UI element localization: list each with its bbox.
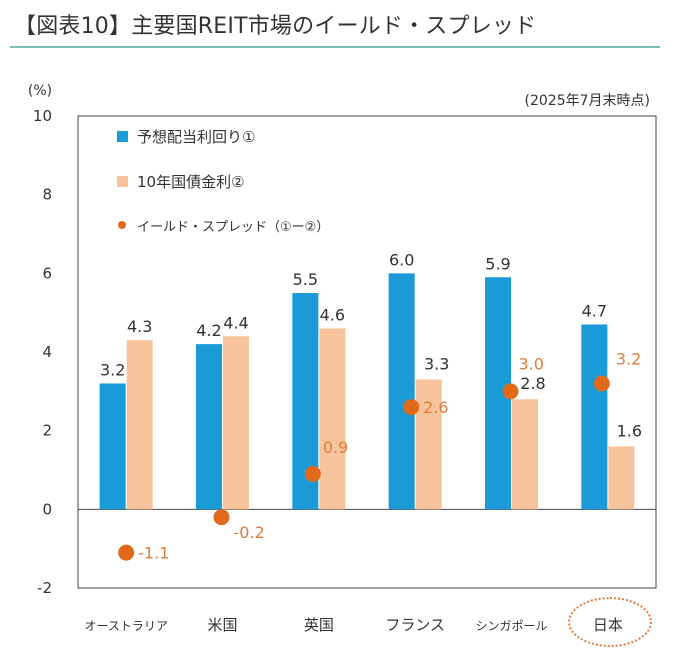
legend-swatch-bond-yield bbox=[117, 176, 128, 187]
data-label-dividend-yield: 4.7 bbox=[582, 301, 607, 320]
data-label-bond-yield: 4.4 bbox=[223, 313, 248, 332]
data-label-bond-yield: 2.8 bbox=[520, 374, 545, 393]
data-label-yield-spread: -1.1 bbox=[138, 544, 169, 563]
data-label-yield-spread: 3.0 bbox=[519, 354, 544, 373]
chart-title: 【図表10】主要国REIT市場のイールド・スプレッド bbox=[14, 14, 537, 39]
bar-dividend-yield bbox=[581, 324, 608, 510]
y-tick-label: 10 bbox=[33, 107, 52, 125]
data-label-dividend-yield: 4.2 bbox=[196, 321, 221, 340]
y-tick-label: 8 bbox=[42, 186, 52, 204]
category-label: シンガポール bbox=[475, 619, 547, 633]
y-unit-label: (%) bbox=[28, 83, 52, 99]
y-tick-label: -2 bbox=[37, 579, 52, 597]
bar-bond-yield bbox=[223, 336, 249, 510]
data-label-yield-spread: -0.2 bbox=[234, 523, 265, 542]
category-label: 英国 bbox=[304, 616, 334, 634]
data-label-bond-yield: 1.6 bbox=[617, 421, 642, 440]
data-label-dividend-yield: 5.9 bbox=[485, 254, 510, 273]
point-yield-spread bbox=[304, 465, 321, 482]
legend-label-dividend-yield: 予想配当利回り① bbox=[137, 128, 255, 146]
data-label-bond-yield: 3.3 bbox=[424, 355, 449, 374]
data-label-dividend-yield: 3.2 bbox=[100, 360, 125, 379]
y-tick-label: 0 bbox=[42, 500, 52, 518]
y-tick-label: 6 bbox=[42, 264, 52, 282]
y-tick-label: 4 bbox=[42, 343, 52, 361]
bar-bond-yield bbox=[415, 379, 442, 510]
bar-dividend-yield bbox=[196, 344, 222, 510]
point-yield-spread bbox=[118, 544, 135, 561]
bar-dividend-yield bbox=[388, 273, 415, 510]
point-yield-spread bbox=[213, 509, 230, 526]
data-label-dividend-yield: 6.0 bbox=[389, 250, 414, 269]
data-label-bond-yield: 4.3 bbox=[127, 317, 152, 336]
point-yield-spread bbox=[593, 375, 610, 392]
category-label: フランス bbox=[385, 616, 445, 634]
bar-bond-yield bbox=[126, 340, 153, 510]
legend-label-bond-yield: 10年国債金利② bbox=[137, 173, 245, 191]
category-label: オーストラリア bbox=[84, 619, 167, 633]
bar-bond-yield bbox=[512, 399, 538, 510]
data-label-yield-spread: 2.6 bbox=[423, 398, 448, 417]
data-label-yield-spread: 0.9 bbox=[323, 438, 348, 457]
legend-marker-yield-spread bbox=[118, 221, 126, 229]
point-yield-spread bbox=[403, 399, 420, 416]
legend-label-yield-spread: イールド・スプレッド（①ー②） bbox=[137, 220, 329, 235]
title-rule bbox=[10, 46, 660, 48]
bar-dividend-yield bbox=[99, 383, 126, 510]
data-label-yield-spread: 3.2 bbox=[616, 349, 641, 368]
plot-area bbox=[77, 115, 657, 589]
bar-bond-yield bbox=[608, 446, 635, 510]
category-label: 米国 bbox=[207, 616, 237, 634]
as-of-note: (2025年7月末時点) bbox=[525, 93, 650, 109]
legend-swatch-dividend-yield bbox=[117, 131, 128, 142]
data-label-dividend-yield: 5.5 bbox=[293, 270, 318, 289]
point-yield-spread bbox=[502, 383, 519, 400]
bar-bond-yield bbox=[319, 328, 346, 510]
data-label-bond-yield: 4.6 bbox=[320, 305, 345, 324]
y-tick-label: 2 bbox=[42, 422, 52, 440]
japan-highlight-oval bbox=[568, 597, 652, 647]
